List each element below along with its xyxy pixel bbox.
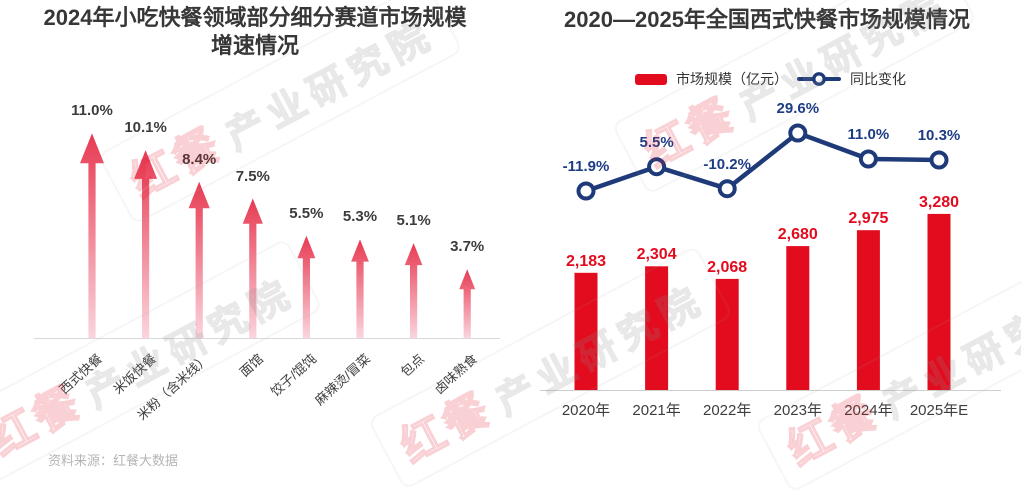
growth-arrow	[404, 243, 423, 338]
bar	[715, 278, 739, 390]
growth-value-label: 5.1%	[396, 212, 431, 230]
bar	[927, 213, 951, 390]
bar-value-label: 2,068	[707, 258, 748, 276]
market-size-canvas	[540, 123, 1001, 391]
bar	[645, 266, 669, 390]
right-chart-title: 2020—2025年全国西式快餐市场规模情况	[564, 7, 970, 32]
legend: 市场规模（亿元） 同比变化	[520, 69, 1021, 89]
growth-arrow	[351, 239, 369, 338]
year-label: 2021年	[632, 402, 681, 419]
growth-arrows-chart: 11.0% 西式快餐 10.1% 米饭快餐 8.4% 米粉（含米线） 7.5% 面馆 5.5% 饺…	[18, 58, 510, 470]
year-label: 2020年	[561, 402, 611, 419]
category-label: 饺子/馄饨	[268, 351, 320, 400]
year-label: 2025年E	[909, 402, 969, 419]
left-chart-title-line2: 增速情况	[210, 33, 299, 58]
growth-value-label: 7.5%	[235, 167, 270, 185]
bar	[574, 272, 598, 390]
legend-label-market-size: 市场规模（亿元）	[676, 71, 788, 87]
line-point	[717, 179, 737, 199]
bar-value-label: 2,304	[636, 246, 677, 264]
bar-value-label: 3,280	[918, 193, 960, 211]
line-point	[858, 149, 878, 169]
left-chart-title-line1: 2024年小吃快餐领域部分细分赛道市场规模	[43, 5, 467, 30]
bar-value-label: 2,183	[565, 252, 607, 270]
line-series-icon	[797, 72, 841, 86]
line-point	[576, 181, 596, 201]
growth-value-label: 3.7%	[450, 238, 485, 256]
year-label: 2022年	[703, 402, 752, 419]
growth-value-label: 8.4%	[182, 150, 217, 168]
bar-series-swatch-icon	[635, 73, 667, 85]
growth-value-label: 11.0%	[71, 102, 113, 120]
source-note: 资料来源：红餐大数据	[48, 453, 179, 468]
bar-value-label: 2,680	[777, 226, 818, 244]
bar	[856, 230, 880, 390]
yoy-value-label: -10.2%	[703, 155, 751, 173]
growth-arrow	[242, 198, 263, 338]
year-label: 2023年	[773, 402, 822, 419]
market-size-chart: 2,183 2020年 2,304 2021年 2,068 2022年 2,680 2023年…	[520, 58, 1021, 470]
line-point	[647, 157, 667, 177]
legend-label-yoy-change: 同比变化	[850, 71, 906, 87]
growth-arrow	[188, 181, 210, 338]
line-point	[788, 123, 808, 143]
bar-value-label: 2,975	[848, 210, 889, 228]
left-chart-title: 2024年小吃快餐领域部分细分赛道市场规模 增速情况	[20, 4, 490, 60]
bar	[786, 246, 810, 390]
growth-arrow	[134, 150, 158, 338]
growth-arrow	[459, 269, 476, 338]
growth-value-label: 5.5%	[289, 204, 324, 222]
yoy-value-label: 11.0%	[847, 126, 890, 144]
growth-value-label: 5.3%	[342, 208, 378, 226]
growth-arrows-canvas	[34, 133, 500, 339]
yoy-value-label: 10.3%	[917, 127, 961, 144]
yoy-value-label: 29.6%	[776, 100, 820, 118]
growth-value-label: 10.1%	[124, 119, 167, 137]
year-label: 2024年	[844, 402, 893, 419]
line-point	[929, 150, 949, 170]
yoy-value-label: 5.5%	[639, 133, 674, 151]
yoy-value-label: -11.9%	[562, 158, 610, 176]
growth-arrow	[80, 133, 104, 338]
yoy-line	[583, 130, 942, 194]
growth-arrow	[297, 235, 316, 338]
category-label: 麻辣烫/冒菜	[312, 351, 374, 409]
